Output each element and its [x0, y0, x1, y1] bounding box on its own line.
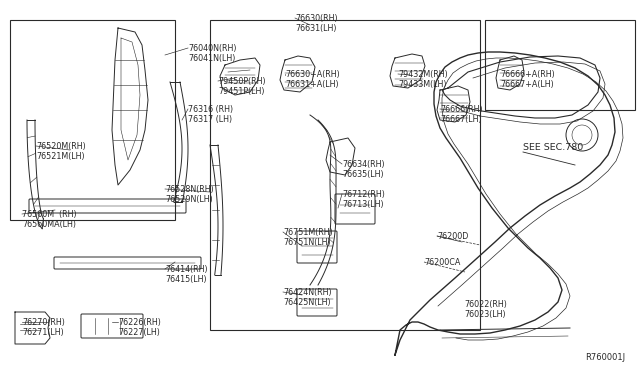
Text: 76227(LH): 76227(LH) — [118, 328, 160, 337]
Text: 76666(RH): 76666(RH) — [440, 105, 483, 114]
Text: 79432M(RH): 79432M(RH) — [398, 70, 448, 79]
Text: 76751N(LH): 76751N(LH) — [283, 238, 331, 247]
Text: SEE SEC.780: SEE SEC.780 — [523, 144, 583, 153]
Text: 76424N(RH): 76424N(RH) — [283, 288, 332, 297]
Bar — [210, 20, 480, 330]
Text: 76667(LH): 76667(LH) — [440, 115, 482, 124]
Bar — [485, 20, 635, 110]
Text: 76666+A(RH): 76666+A(RH) — [500, 70, 555, 79]
Text: 79433M(LH): 79433M(LH) — [398, 80, 447, 89]
Text: 76041N(LH): 76041N(LH) — [188, 54, 236, 63]
Text: 76022(RH): 76022(RH) — [464, 300, 507, 309]
Text: 76630(RH): 76630(RH) — [295, 14, 338, 23]
Text: 76521M(LH): 76521M(LH) — [36, 152, 84, 161]
Text: 79450P(RH): 79450P(RH) — [218, 77, 266, 86]
Text: 76528N(RH): 76528N(RH) — [165, 185, 214, 194]
Text: 76631(LH): 76631(LH) — [295, 24, 337, 33]
Text: 79451P(LH): 79451P(LH) — [218, 87, 264, 96]
Text: 76560M  (RH): 76560M (RH) — [22, 210, 77, 219]
Text: 76023(LH): 76023(LH) — [464, 310, 506, 319]
Text: 76634(RH): 76634(RH) — [342, 160, 385, 169]
Text: 76425N(LH): 76425N(LH) — [283, 298, 331, 307]
Text: R760001J: R760001J — [585, 353, 625, 362]
Text: 76271(LH): 76271(LH) — [22, 328, 64, 337]
Text: 76712(RH): 76712(RH) — [342, 190, 385, 199]
Text: 76270(RH): 76270(RH) — [22, 318, 65, 327]
Text: 76520M(RH): 76520M(RH) — [36, 142, 86, 151]
Text: 76667+A(LH): 76667+A(LH) — [500, 80, 554, 89]
Text: 76529N(LH): 76529N(LH) — [165, 195, 212, 204]
Bar — [10, 20, 175, 220]
Text: 76635(LH): 76635(LH) — [342, 170, 383, 179]
Text: 76226(RH): 76226(RH) — [118, 318, 161, 327]
Text: 76040N(RH): 76040N(RH) — [188, 44, 237, 53]
Text: 76630+A(RH): 76630+A(RH) — [285, 70, 340, 79]
Text: 76415(LH): 76415(LH) — [165, 275, 207, 284]
Text: 76414(RH): 76414(RH) — [165, 265, 207, 274]
Text: 76316 (RH): 76316 (RH) — [188, 105, 233, 114]
Text: 76200CA: 76200CA — [424, 258, 460, 267]
Text: 76200D: 76200D — [437, 232, 468, 241]
Text: 76751M(RH): 76751M(RH) — [283, 228, 333, 237]
Text: 76631+A(LH): 76631+A(LH) — [285, 80, 339, 89]
Text: 76317 (LH): 76317 (LH) — [188, 115, 232, 124]
Text: 76560MA(LH): 76560MA(LH) — [22, 220, 76, 229]
Text: 76713(LH): 76713(LH) — [342, 200, 383, 209]
